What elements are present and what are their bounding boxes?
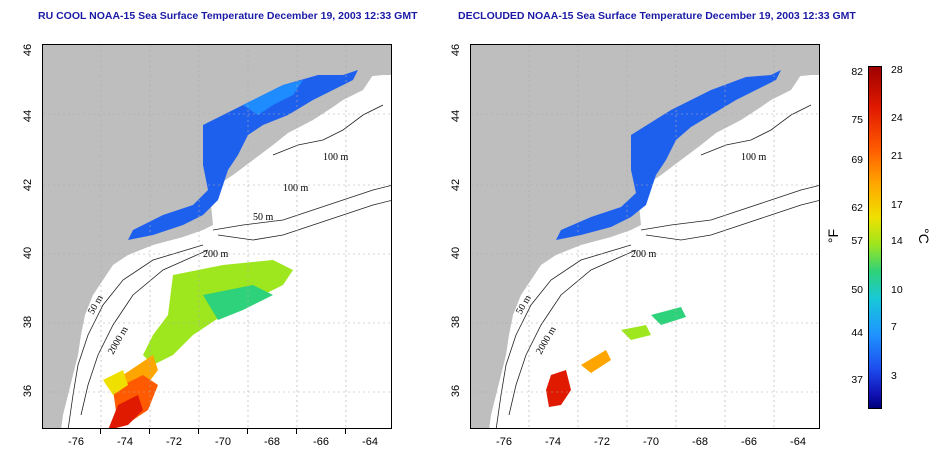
colorbar-c-tick: 21 <box>891 150 903 162</box>
x-tick-label: -72 <box>166 436 182 448</box>
y-tick-label: 36 <box>450 384 462 398</box>
x-tick-label: -76 <box>68 436 84 448</box>
colorbar-c-tick: 3 <box>891 370 897 382</box>
cold-water-region <box>128 70 358 240</box>
x-tick-label: -72 <box>594 436 610 448</box>
raw-sst-map: 100 m 100 m 50 m 200 m 50 m 2000 m <box>42 44 392 429</box>
y-tick-label: 40 <box>450 246 462 260</box>
celsius-unit-label: °C <box>915 228 932 244</box>
x-tick-mark <box>149 429 150 434</box>
land-mass <box>43 45 391 428</box>
colorbar-c-tick: 7 <box>891 321 897 333</box>
warm-patch <box>546 370 571 407</box>
declouded-sst-map: 100 m 200 m 50 m 2000 m <box>470 44 820 429</box>
x-tick-mark <box>296 429 297 434</box>
colorbar-f-tick: 50 <box>851 284 863 296</box>
contour-label-2000: 2000 m <box>106 325 131 357</box>
colorbar-f-tick: 57 <box>851 235 863 247</box>
colorbar-f-tick: 44 <box>851 327 863 339</box>
x-tick-label: -68 <box>264 436 280 448</box>
x-tick-label: -70 <box>215 436 231 448</box>
y-tick-label: 38 <box>22 315 34 329</box>
x-tick-label: -66 <box>741 436 757 448</box>
y-tick-label: 42 <box>22 178 34 192</box>
declouded-sst-map-graphic: 100 m 200 m 50 m 2000 m <box>471 45 819 428</box>
right-map-title: DECLOUDED NOAA-15 Sea Surface Temperatur… <box>458 10 856 22</box>
x-tick-label: -68 <box>692 436 708 448</box>
x-tick-mark <box>345 429 346 434</box>
y-tick-label: 46 <box>22 43 34 57</box>
x-tick-label: -64 <box>362 436 378 448</box>
left-map-title: RU COOL NOAA-15 Sea Surface Temperature … <box>38 10 418 22</box>
x-tick-label: -76 <box>496 436 512 448</box>
colorbar-f-tick: 75 <box>851 114 863 126</box>
x-tick-mark <box>100 429 101 434</box>
y-tick-label: 44 <box>450 109 462 123</box>
colorbar-c-tick: 17 <box>891 199 903 211</box>
x-tick-mark <box>198 429 199 434</box>
x-tick-mark <box>247 429 248 434</box>
colorbar-f-tick: 82 <box>851 66 863 78</box>
fahrenheit-unit-label: °F <box>825 228 842 244</box>
colorbar-f-tick: 62 <box>851 202 863 214</box>
y-tick-label: 42 <box>450 178 462 192</box>
contour-label-100a: 100 m <box>741 152 767 163</box>
colorbar-c-tick: 10 <box>891 284 903 296</box>
colorbar-c-tick: 24 <box>891 112 903 124</box>
temperature-colorbar <box>868 66 882 409</box>
y-tick-label: 44 <box>22 109 34 123</box>
colorbar-c-tick: 28 <box>891 64 903 76</box>
colorbar-c-tick: 14 <box>891 235 903 247</box>
x-tick-label: -74 <box>117 436 133 448</box>
raw-sst-map-graphic: 100 m 100 m 50 m 200 m 50 m 2000 m <box>43 45 391 428</box>
y-tick-label: 38 <box>450 315 462 329</box>
y-tick-label: 36 <box>22 384 34 398</box>
x-tick-label: -74 <box>545 436 561 448</box>
contour-label-50: 50 m <box>253 212 274 223</box>
colorbar-f-tick: 69 <box>851 154 863 166</box>
y-tick-label: 46 <box>450 43 462 57</box>
colorbar-f-tick: 37 <box>851 374 863 386</box>
cold-water-region <box>556 70 781 240</box>
x-tick-label: -66 <box>313 436 329 448</box>
x-tick-label: -70 <box>643 436 659 448</box>
contour-label-100a: 100 m <box>323 152 349 163</box>
contour-label-2000: 2000 m <box>534 325 559 357</box>
y-tick-label: 40 <box>22 246 34 260</box>
contour-label-200: 200 m <box>203 249 229 260</box>
contour-label-200: 200 m <box>631 249 657 260</box>
x-tick-label: -64 <box>790 436 806 448</box>
contour-label-100b: 100 m <box>283 183 309 194</box>
land-mass <box>471 45 819 428</box>
